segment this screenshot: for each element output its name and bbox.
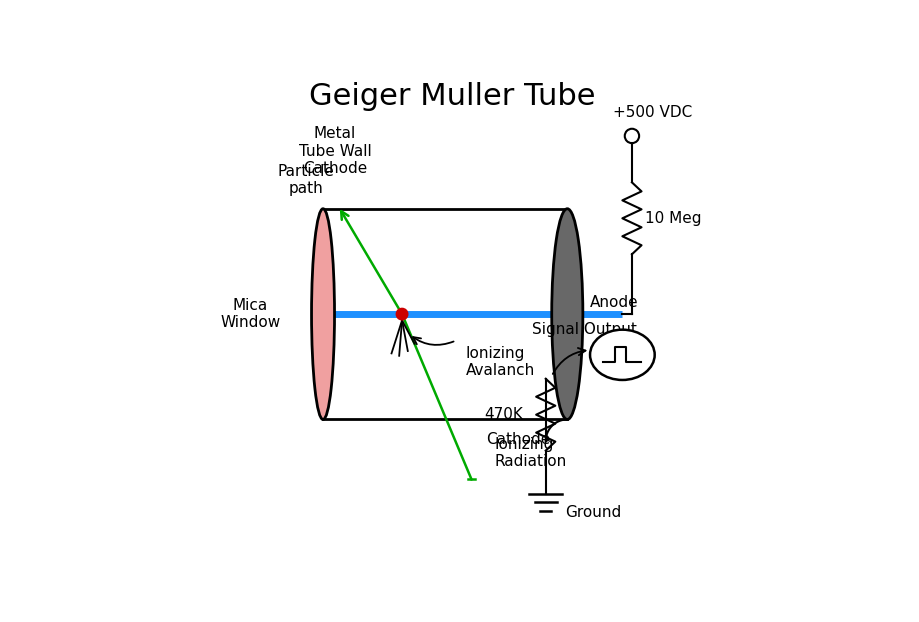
- Circle shape: [396, 309, 407, 320]
- Text: Anode: Anode: [590, 295, 638, 310]
- Text: +500 VDC: +500 VDC: [612, 106, 691, 121]
- Text: Mica
Window: Mica Window: [220, 298, 280, 330]
- Text: 10 Meg: 10 Meg: [644, 211, 700, 226]
- Text: Ionizing
Avalanch: Ionizing Avalanch: [465, 346, 535, 378]
- Ellipse shape: [589, 330, 654, 380]
- Text: 470K: 470K: [483, 407, 523, 422]
- Text: Metal
Tube Wall
Cathode: Metal Tube Wall Cathode: [299, 126, 371, 176]
- Text: Cathode: Cathode: [486, 432, 550, 447]
- Text: Particle
path: Particle path: [278, 164, 335, 196]
- Text: Geiger Muller Tube: Geiger Muller Tube: [309, 81, 595, 111]
- Text: Signal Output: Signal Output: [531, 322, 636, 337]
- Ellipse shape: [551, 209, 583, 419]
- Text: Ionizing
Radiation: Ionizing Radiation: [494, 437, 566, 469]
- Text: Ground: Ground: [564, 505, 620, 521]
- Ellipse shape: [312, 209, 335, 419]
